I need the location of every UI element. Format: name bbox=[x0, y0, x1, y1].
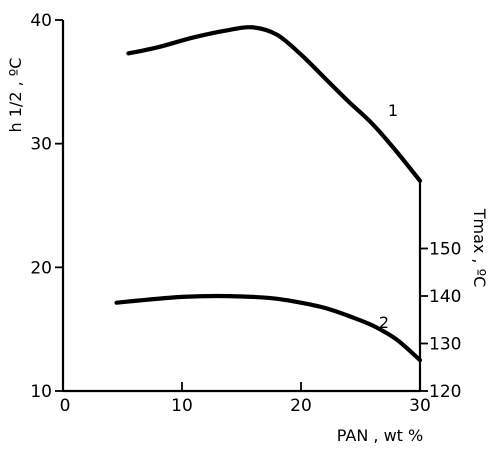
y-right-axis-title: Tmax , ºC bbox=[470, 208, 489, 288]
y-right-tick-label: 130 bbox=[429, 335, 461, 355]
curve-2 bbox=[114, 293, 423, 363]
y-left-tick-label: 10 bbox=[30, 382, 52, 402]
ticks bbox=[55, 19, 428, 392]
axes bbox=[61, 20, 422, 393]
y-right-tick-label: 120 bbox=[429, 382, 461, 402]
tick-labels: 0 10 20 30 10 20 30 40 120 130 140 150 bbox=[30, 11, 461, 416]
curve-labels: 12 bbox=[379, 101, 398, 332]
y-left-tick-label: 30 bbox=[30, 135, 52, 155]
x-tick-label: 10 bbox=[171, 396, 193, 416]
y-left-tick-label: 20 bbox=[30, 258, 52, 278]
x-tick-label: 30 bbox=[409, 396, 431, 416]
y-left-tick-label: 40 bbox=[30, 11, 52, 31]
curve-label-2: 2 bbox=[379, 313, 389, 332]
y-left-axis-title: h 1/2 , ºC bbox=[6, 58, 25, 133]
x-tick-label: 20 bbox=[290, 396, 312, 416]
curve-1 bbox=[126, 25, 423, 183]
curves bbox=[114, 25, 423, 363]
x-axis-title: PAN , wt % bbox=[337, 426, 423, 445]
x-tick-label: 0 bbox=[60, 396, 71, 416]
curve-label-1: 1 bbox=[388, 101, 398, 120]
y-right-tick-label: 150 bbox=[429, 240, 461, 260]
y-right-tick-label: 140 bbox=[429, 287, 461, 307]
